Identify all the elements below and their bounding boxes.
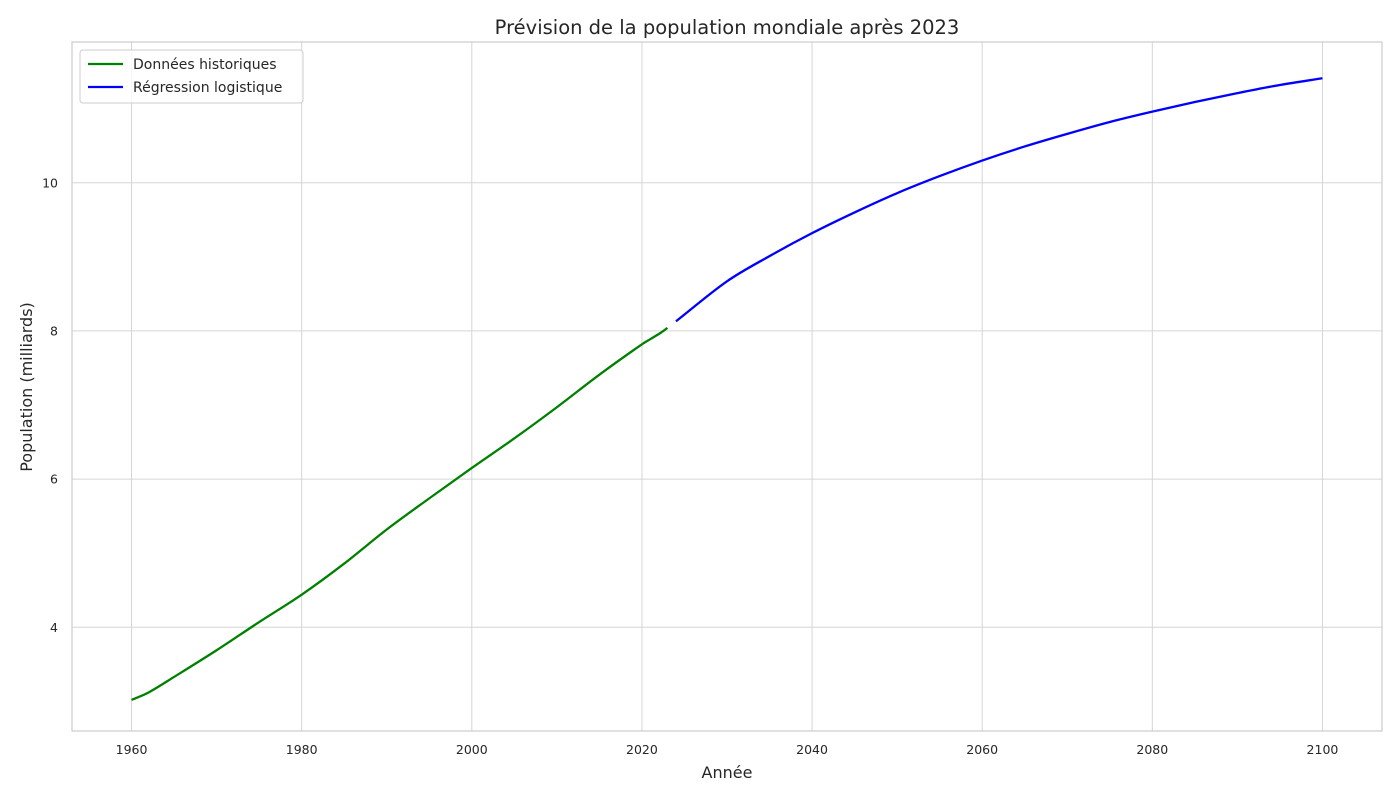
y-tick-label: 4 xyxy=(50,620,58,635)
legend-label-historical: Données historiques xyxy=(133,57,277,73)
x-tick-label: 2100 xyxy=(1307,742,1339,757)
y-tick-label: 10 xyxy=(42,175,58,190)
chart-title: Prévision de la population mondiale aprè… xyxy=(495,16,960,39)
series-line-regression xyxy=(675,77,1323,323)
legend-frame xyxy=(79,49,304,104)
plot-area xyxy=(72,42,1382,731)
x-tick-label: 2040 xyxy=(796,742,828,757)
series-lines xyxy=(131,77,1323,701)
x-tick-label: 2080 xyxy=(1136,742,1168,757)
tick-labels: 1960 1980 2000 2020 2040 2060 2080 2100 4 6 8 10 xyxy=(42,175,1338,757)
y-tick-label: 8 xyxy=(50,323,58,338)
legend: Données historiques Régression logistiqu… xyxy=(79,49,304,104)
x-tick-label: 2000 xyxy=(456,742,488,757)
x-tick-label: 1980 xyxy=(286,742,318,757)
legend-label-regression: Régression logistique xyxy=(133,80,282,96)
x-tick-label: 2020 xyxy=(626,742,658,757)
y-axis-title: Population (milliards) xyxy=(17,302,36,472)
x-tick-label: 1960 xyxy=(116,742,148,757)
x-axis-title: Année xyxy=(702,763,753,782)
plot-frame xyxy=(71,41,1383,732)
grid xyxy=(72,42,1382,731)
x-tick-label: 2060 xyxy=(966,742,998,757)
y-tick-label: 6 xyxy=(50,472,58,487)
series-line-historical xyxy=(131,327,669,701)
